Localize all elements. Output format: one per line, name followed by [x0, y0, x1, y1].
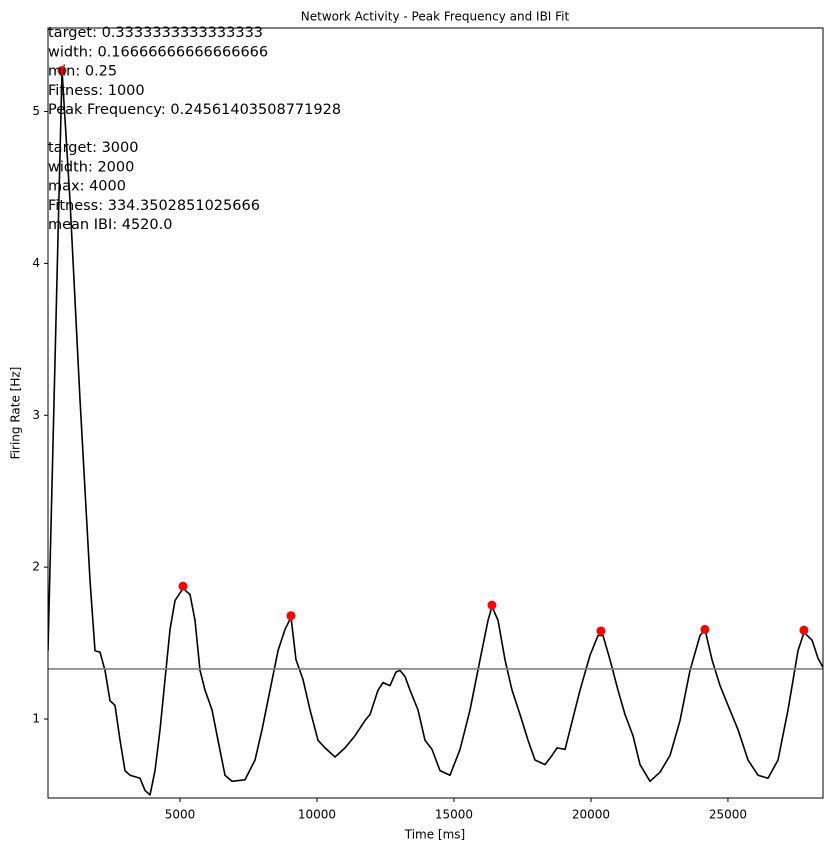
x-axis-label: Time [ms]	[404, 828, 466, 842]
annotation-text: Peak Frequency: 0.24561403508771928	[48, 102, 341, 118]
annotation-text: max: 4000	[48, 179, 126, 195]
annotation-text: width: 0.16666666666666666	[48, 44, 268, 60]
y-tick-label: 3	[32, 408, 40, 422]
peak-marker	[286, 611, 296, 621]
annotation-text: target: 0.3333333333333333	[48, 25, 263, 41]
annotation-text: target: 3000	[48, 140, 138, 156]
peak-marker	[178, 581, 188, 591]
annotation-text: Fitness: 334.3502851025666	[48, 198, 260, 214]
annotation-text: Fitness: 1000	[48, 83, 145, 99]
peak-marker	[487, 600, 497, 610]
x-tick-label: 15000	[435, 808, 473, 822]
peak-marker	[596, 626, 606, 636]
annotation-text: mean IBI: 4520.0	[48, 217, 172, 233]
x-tick-label: 10000	[298, 808, 336, 822]
y-axis-label: Firing Rate [Hz]	[9, 367, 23, 460]
x-tick-label: 20000	[572, 808, 610, 822]
y-tick-label: 4	[32, 256, 40, 270]
x-tick-label: 25000	[709, 808, 747, 822]
y-tick-label: 1	[32, 712, 40, 726]
chart-title: Network Activity - Peak Frequency and IB…	[301, 10, 570, 24]
annotation-text: min: 0.25	[48, 64, 117, 80]
data-line	[48, 69, 823, 796]
plot-frame	[47, 27, 824, 799]
annotation-text: width: 2000	[48, 159, 134, 175]
x-tick-label: 5000	[165, 808, 196, 822]
y-tick-label: 2	[32, 560, 40, 574]
peak-marker	[57, 66, 67, 76]
peak-marker	[799, 625, 809, 635]
peak-marker	[700, 624, 710, 634]
y-tick-label: 5	[32, 104, 40, 118]
